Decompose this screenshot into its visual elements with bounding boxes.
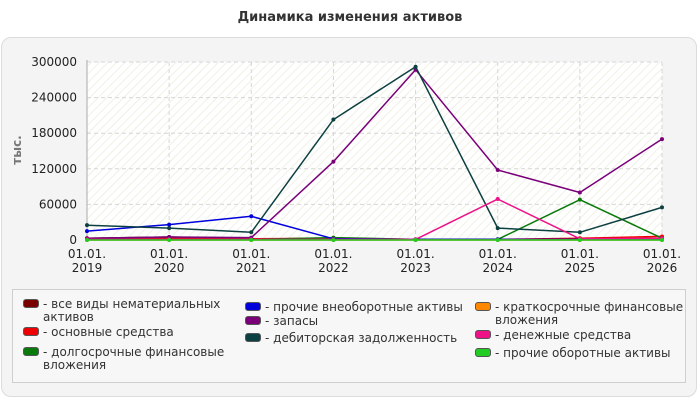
x-tick-label: 01.01. — [314, 247, 352, 261]
data-point — [577, 230, 582, 235]
legend-label: - денежные средства — [495, 328, 632, 342]
data-point — [249, 238, 254, 242]
legend-label: - основные средства — [43, 325, 174, 339]
legend-swatch — [475, 330, 491, 339]
data-point — [495, 167, 500, 172]
legend-swatch — [475, 302, 491, 311]
chart-title: Динамика изменения активов — [237, 10, 463, 25]
x-tick-label: 2023 — [400, 261, 431, 275]
y-tick-label: 60000 — [39, 197, 77, 211]
x-tick-label: 01.01. — [68, 247, 106, 261]
data-point — [577, 238, 582, 242]
legend-label: - все виды нематериальных активов — [43, 297, 221, 324]
data-point — [167, 222, 172, 227]
y-tick-label: 240000 — [31, 91, 77, 105]
x-tick-label: 2021 — [236, 261, 267, 275]
legend-label: - долгосрочные финансовые вложения — [43, 345, 225, 372]
legend-swatch — [23, 327, 39, 336]
data-point — [577, 190, 582, 195]
data-point — [495, 197, 500, 202]
x-tick-label: 2025 — [565, 261, 596, 275]
y-tick-label: 0 — [69, 233, 77, 247]
x-tick-label: 2022 — [318, 261, 349, 275]
data-point — [660, 238, 664, 242]
legend-label: - прочие оборотные активы — [495, 346, 671, 360]
x-tick-label: 2024 — [482, 261, 513, 275]
legend-label: - дебиторская задолженность — [265, 331, 458, 345]
data-point — [167, 226, 172, 231]
legend-label: - краткосрочные финансовые вложения — [495, 300, 684, 327]
x-tick-label: 01.01. — [150, 247, 188, 261]
data-point — [577, 197, 582, 202]
data-point — [660, 137, 664, 142]
legend-swatch — [23, 347, 39, 356]
data-point — [413, 64, 418, 69]
series-line — [86, 68, 663, 239]
y-axis-label: тыс. — [10, 135, 24, 164]
x-tick-label: 01.01. — [479, 247, 517, 261]
legend-label: - прочие внеоборотные активы — [265, 300, 463, 314]
y-tick-label: 300000 — [31, 55, 77, 69]
data-point — [85, 229, 89, 234]
data-point — [495, 238, 500, 242]
data-point — [331, 159, 336, 164]
line-chart: 06000012000018000024000030000001.01.2019… — [10, 55, 681, 275]
legend-swatch — [245, 302, 261, 311]
plot-area — [87, 62, 662, 240]
legend-label: - запасы — [265, 314, 319, 328]
x-tick-label: 2019 — [72, 261, 103, 275]
data-point — [249, 230, 254, 235]
chart-legend: - все виды нематериальных активов - основн… — [12, 289, 686, 383]
data-point — [85, 238, 89, 242]
x-tick-label: 01.01. — [561, 247, 599, 261]
legend-swatch — [475, 348, 491, 357]
legend-swatch — [245, 333, 261, 342]
x-tick-label: 2026 — [647, 261, 678, 275]
y-tick-label: 120000 — [31, 162, 77, 176]
data-point — [167, 238, 172, 242]
data-point — [413, 238, 418, 242]
series-9 — [85, 238, 664, 242]
x-tick-label: 01.01. — [396, 247, 434, 261]
x-tick-label: 2020 — [154, 261, 185, 275]
data-point — [249, 214, 254, 219]
x-tick-label: 01.01. — [232, 247, 270, 261]
legend-swatch — [245, 316, 261, 325]
data-point — [660, 205, 664, 210]
data-point — [331, 117, 336, 122]
legend-swatch — [23, 299, 39, 308]
data-point — [85, 223, 89, 228]
data-point — [331, 238, 336, 242]
x-tick-label: 01.01. — [643, 247, 681, 261]
y-tick-label: 180000 — [31, 126, 77, 140]
data-point — [495, 226, 500, 231]
